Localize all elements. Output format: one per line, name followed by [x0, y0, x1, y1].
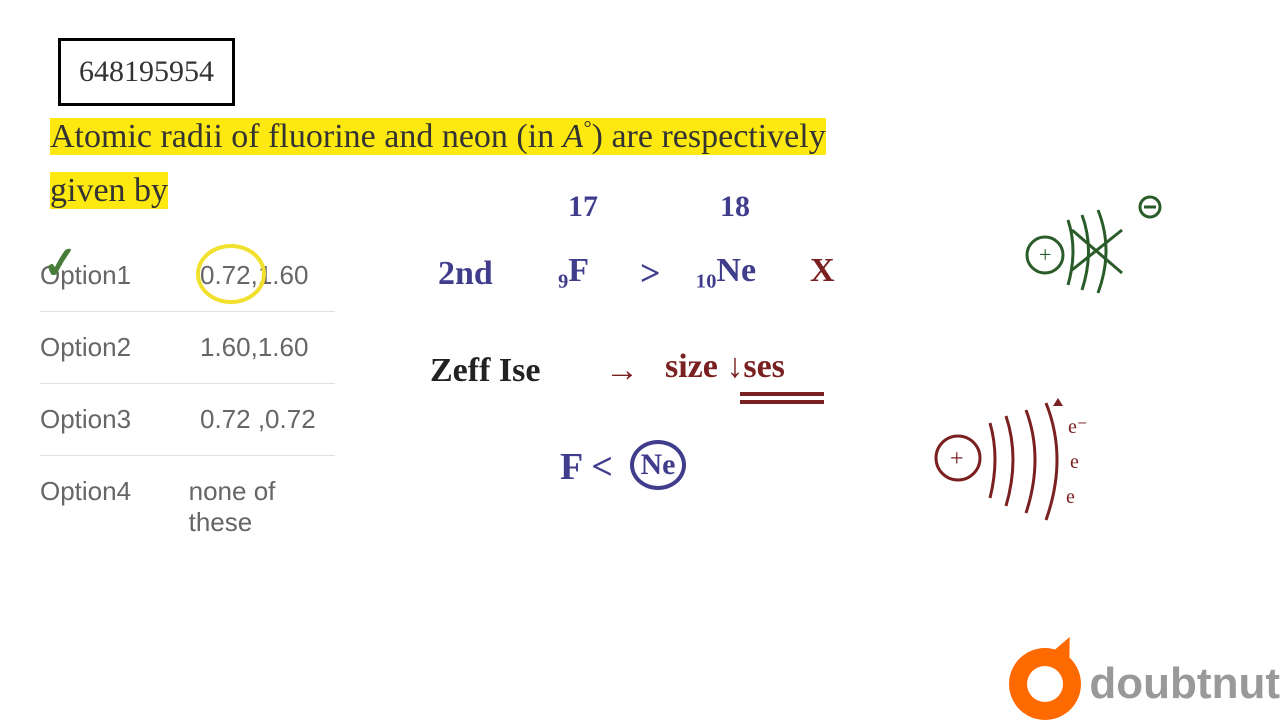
annotation-18: 18	[720, 190, 750, 224]
logo-text: doubtnut	[1089, 659, 1280, 709]
annotation-cross: X	[810, 252, 835, 290]
underline	[740, 400, 824, 404]
svg-text:e: e	[1066, 486, 1075, 508]
degree: °	[583, 118, 591, 140]
annotation-ne: Ne	[641, 448, 676, 482]
annotation-zeff: Zeff Ise	[430, 352, 540, 390]
option-value: 1.60,1.60	[200, 332, 308, 363]
atom-sketch-green: +	[1020, 195, 1170, 295]
option-label: Option3	[40, 404, 200, 435]
option-value: 0.72 ,0.72	[200, 404, 316, 435]
annotation-10ne: ₁₀Ne	[696, 252, 756, 290]
question-id-box: 648195954	[58, 38, 235, 106]
option-value: none of these	[189, 476, 335, 538]
option-row[interactable]: Option1 0.72,1.60	[40, 240, 335, 312]
annotation-size: size ↓ses	[665, 348, 785, 386]
option-label: Option4	[40, 476, 189, 538]
annotation-gt: >	[640, 252, 661, 294]
annotation-ne-circle: Ne	[630, 440, 686, 490]
option-row[interactable]: Option2 1.60,1.60	[40, 312, 335, 384]
question-id: 648195954	[79, 55, 214, 88]
svg-text:+: +	[1039, 242, 1051, 267]
svg-text:+: +	[950, 446, 964, 472]
option-row[interactable]: Option4 none of these	[40, 456, 335, 558]
options-table: Option1 0.72,1.60 Option2 1.60,1.60 Opti…	[40, 240, 335, 558]
option-row[interactable]: Option3 0.72 ,0.72	[40, 384, 335, 456]
annotation-arrow: →	[605, 352, 639, 390]
svg-text:e⁻: e⁻	[1068, 416, 1087, 438]
question-part3: given by	[50, 172, 168, 209]
question-symbol: A	[563, 118, 584, 155]
underline	[740, 392, 824, 396]
atom-sketch-maroon: + e⁻ e e	[928, 398, 1108, 528]
question-part1: Atomic radii of fluorine and neon (in	[50, 118, 563, 155]
annotation-9f: ₉F	[558, 252, 589, 290]
logo: doubtnut	[1009, 648, 1280, 720]
annotation-17: 17	[568, 190, 598, 224]
checkmark-icon: ✓	[40, 236, 81, 290]
logo-icon	[1009, 648, 1081, 720]
option-label: Option2	[40, 332, 200, 363]
question-text: Atomic radii of fluorine and neon (in A°…	[50, 110, 1070, 219]
annotation-flt: F <	[560, 445, 613, 489]
option-value: 0.72,1.60	[200, 260, 308, 291]
svg-text:e: e	[1070, 451, 1079, 473]
annotation-2nd: 2nd	[438, 255, 493, 293]
question-part2: ) are respectively	[592, 118, 826, 155]
